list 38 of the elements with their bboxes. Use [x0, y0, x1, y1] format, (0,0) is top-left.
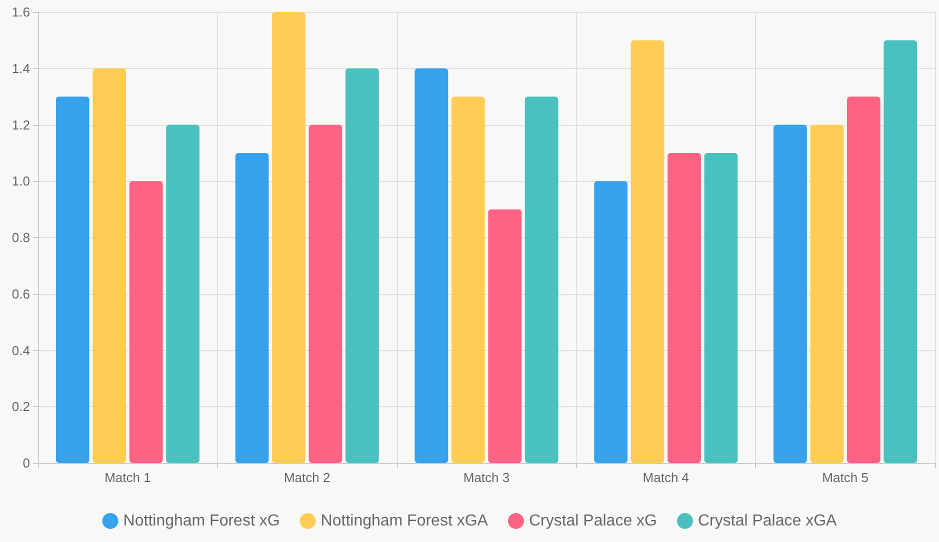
x-tick-label: Match 4 [642, 470, 690, 485]
bar [451, 96, 485, 463]
bar [774, 124, 807, 463]
y-tick-label: 0 [22, 456, 30, 470]
bar [488, 209, 522, 463]
legend-label: Nottingham Forest xGA [320, 512, 488, 530]
bar [272, 12, 306, 463]
legend-label: Nottingham Forest xG [123, 512, 280, 530]
y-tick-label: 0.8 [12, 230, 30, 245]
bar [414, 68, 448, 463]
y-tick-label: 1.2 [12, 117, 30, 132]
legend-label: Crystal Palace xG [528, 512, 658, 530]
bar [129, 181, 163, 463]
y-tick-label: 1.0 [12, 174, 30, 189]
y-tick-label: 0.2 [12, 399, 30, 414]
bar [704, 152, 738, 463]
bar [56, 96, 90, 463]
legend-label: Crystal Palace xGA [698, 512, 838, 530]
bar [630, 40, 664, 463]
y-tick-label: 0.6 [12, 286, 30, 302]
y-tick-label: 1.4 [12, 60, 30, 76]
bar [668, 152, 701, 463]
bar [884, 40, 918, 463]
bar [166, 124, 200, 463]
bar [235, 152, 269, 463]
x-tick-label: Match 2 [284, 470, 330, 485]
bar [308, 124, 342, 463]
bar [810, 124, 844, 463]
bar [524, 96, 558, 463]
y-tick-label: 0.4 [12, 342, 30, 358]
x-tick-label: Match 5 [822, 470, 868, 485]
x-tick-label: Match 3 [463, 470, 510, 485]
bar [594, 181, 628, 463]
bar [345, 68, 379, 463]
bar [92, 68, 126, 463]
y-tick-label: 1.6 [12, 4, 30, 20]
bar [846, 96, 880, 463]
x-tick-label: Match 1 [104, 470, 151, 485]
